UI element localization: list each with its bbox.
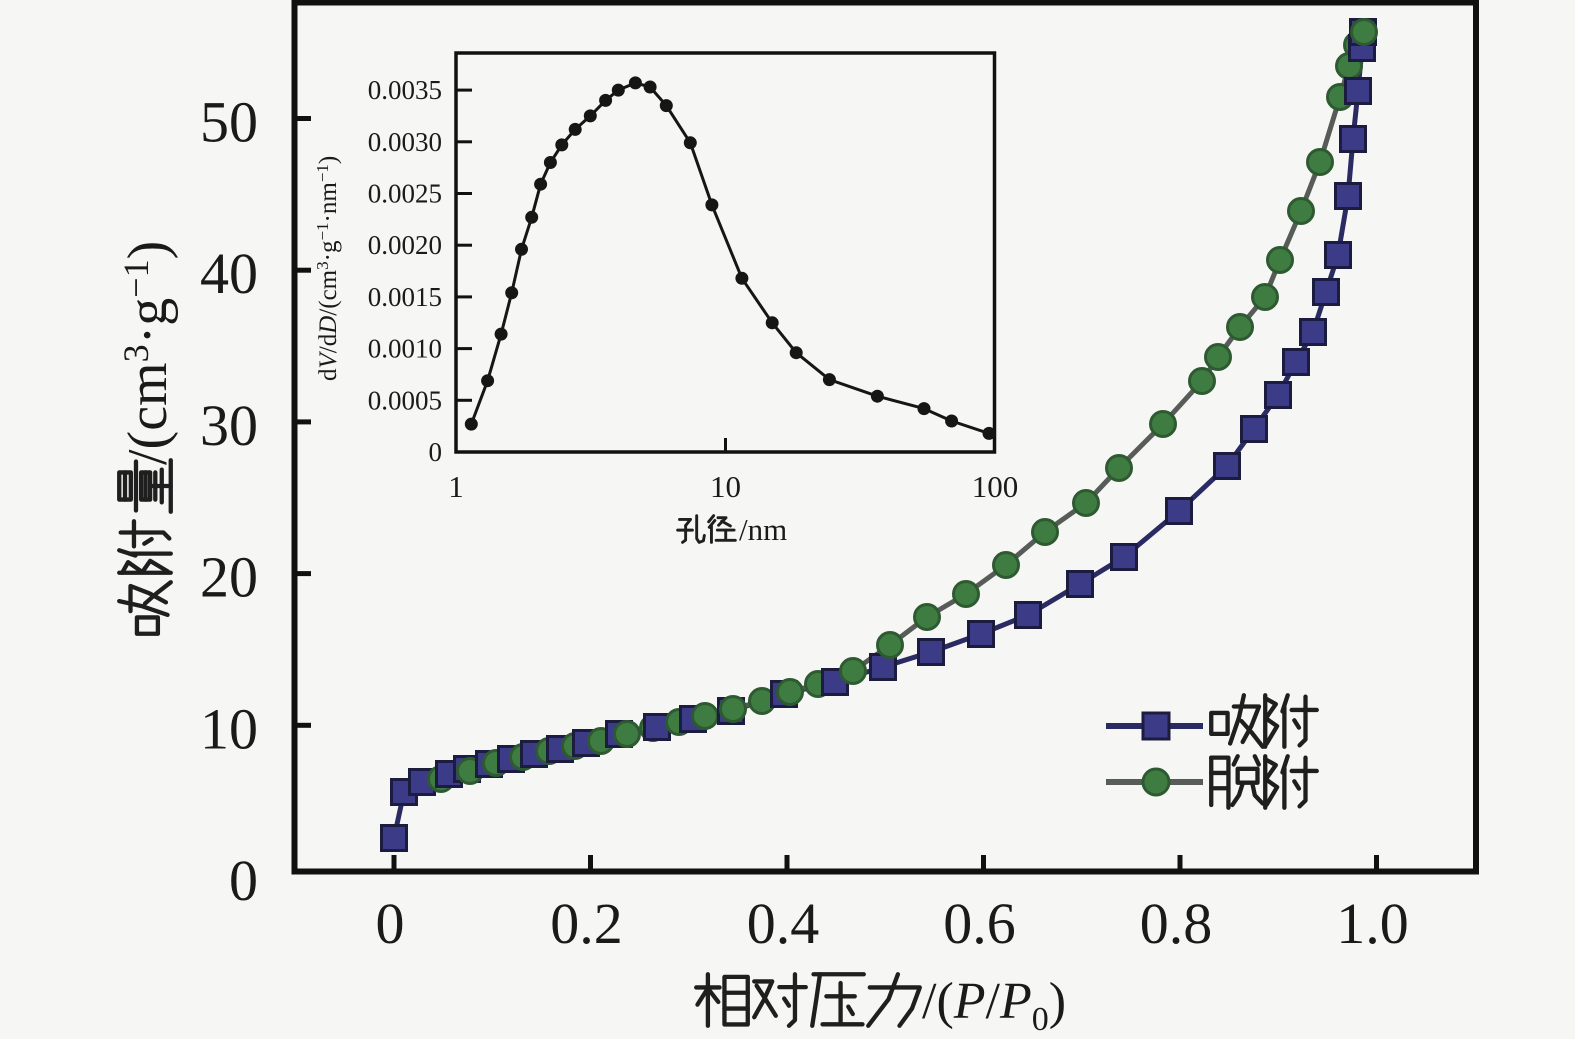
svg-text:20: 20	[200, 545, 258, 610]
svg-text:0.6: 0.6	[943, 891, 1016, 956]
svg-text:1: 1	[448, 469, 464, 504]
svg-text:0.0010: 0.0010	[368, 334, 442, 364]
svg-text:0.2: 0.2	[550, 891, 623, 956]
svg-text:50: 50	[200, 90, 258, 155]
svg-text:0: 0	[429, 437, 443, 467]
svg-text:40: 40	[200, 241, 258, 306]
svg-text:/nm: /nm	[739, 512, 787, 547]
svg-text:0.0020: 0.0020	[368, 230, 442, 260]
svg-text:0: 0	[229, 848, 258, 913]
svg-text:10: 10	[710, 469, 741, 504]
svg-text:0.8: 0.8	[1140, 891, 1213, 956]
svg-text:100: 100	[972, 469, 1019, 504]
svg-text:0.4: 0.4	[747, 891, 820, 956]
svg-text:10: 10	[200, 696, 258, 761]
svg-text:0.0035: 0.0035	[368, 75, 442, 105]
svg-text:1.0: 1.0	[1336, 891, 1409, 956]
svg-text:0: 0	[376, 891, 405, 956]
svg-text:0.0015: 0.0015	[368, 282, 442, 312]
svg-text:30: 30	[200, 393, 258, 458]
svg-text:0.0030: 0.0030	[368, 127, 442, 157]
svg-text:0.0005: 0.0005	[368, 385, 442, 415]
svg-text:0.0025: 0.0025	[368, 179, 442, 209]
svg-text:/(P/P0): /(P/P0)	[922, 973, 1066, 1038]
